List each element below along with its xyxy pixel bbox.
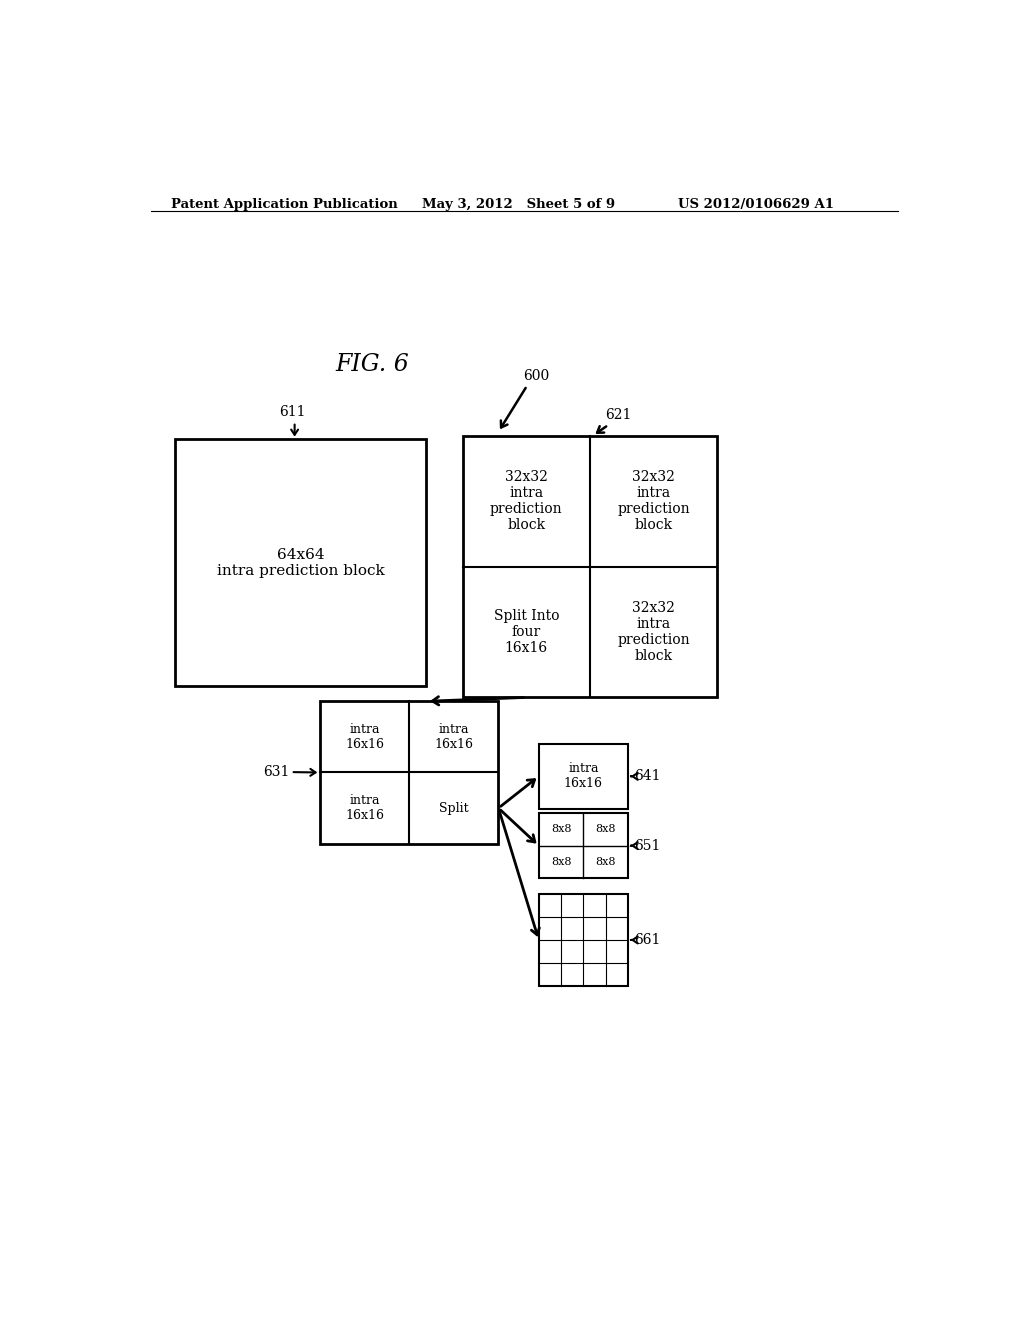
Bar <box>321 701 499 843</box>
Text: 600: 600 <box>523 370 550 383</box>
Text: intra
16x16: intra 16x16 <box>434 723 473 751</box>
Text: Patent Application Publication: Patent Application Publication <box>171 198 397 211</box>
Text: 641: 641 <box>634 770 660 783</box>
Bar <box>463 436 717 697</box>
Text: 651: 651 <box>634 838 660 853</box>
Bar <box>174 440 426 686</box>
Text: 32x32
intra
prediction
block: 32x32 intra prediction block <box>490 470 562 532</box>
Text: intra
16x16: intra 16x16 <box>564 763 603 791</box>
Text: 621: 621 <box>604 408 631 422</box>
Text: Split: Split <box>439 801 469 814</box>
Bar <box>539 894 628 986</box>
Text: Split Into
four
16x16: Split Into four 16x16 <box>494 609 559 655</box>
Text: intra
16x16: intra 16x16 <box>345 723 384 751</box>
Text: 631: 631 <box>263 766 289 779</box>
Text: 611: 611 <box>280 405 305 418</box>
Text: FIG. 6: FIG. 6 <box>336 354 410 376</box>
Bar <box>539 743 628 809</box>
Text: 8x8: 8x8 <box>551 857 571 867</box>
Text: US 2012/0106629 A1: US 2012/0106629 A1 <box>678 198 835 211</box>
Text: May 3, 2012   Sheet 5 of 9: May 3, 2012 Sheet 5 of 9 <box>423 198 615 211</box>
Text: 8x8: 8x8 <box>595 824 615 834</box>
Text: 8x8: 8x8 <box>595 857 615 867</box>
Text: 8x8: 8x8 <box>551 824 571 834</box>
Bar <box>539 813 628 878</box>
Text: 32x32
intra
prediction
block: 32x32 intra prediction block <box>617 601 690 663</box>
Text: 661: 661 <box>634 933 660 946</box>
Text: 64x64
intra prediction block: 64x64 intra prediction block <box>216 548 384 578</box>
Text: 32x32
intra
prediction
block: 32x32 intra prediction block <box>617 470 690 532</box>
Text: intra
16x16: intra 16x16 <box>345 795 384 822</box>
